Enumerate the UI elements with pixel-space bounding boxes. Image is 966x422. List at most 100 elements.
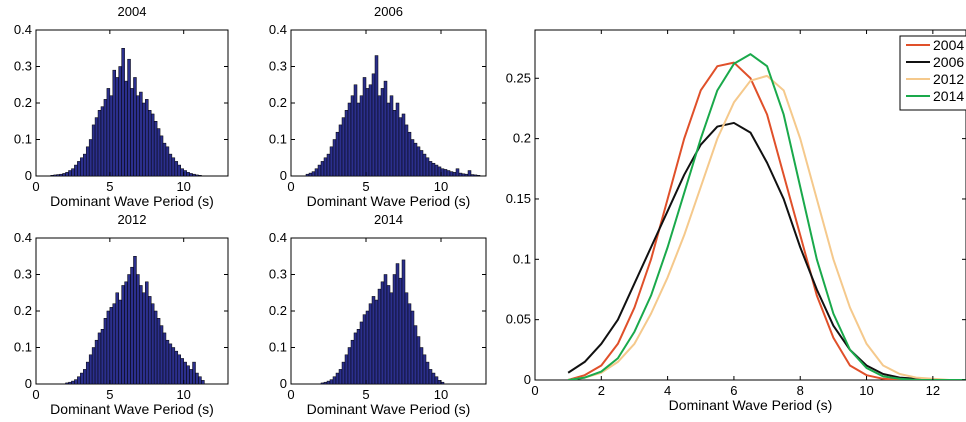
histogram-bar <box>410 139 415 176</box>
histogram-bar <box>139 91 143 176</box>
histogram-bar <box>109 307 114 384</box>
histogram-bar <box>168 343 173 384</box>
histogram-bar <box>416 146 421 176</box>
histogram-bar <box>329 379 334 384</box>
histogram-bar <box>386 102 391 176</box>
histogram-bar <box>77 161 81 176</box>
histogram-bar <box>88 354 93 384</box>
x-tick-label: 0 <box>531 383 538 398</box>
x-tick-label: 5 <box>106 179 113 194</box>
histogram-bar <box>374 55 379 176</box>
x-tick-label: 0 <box>32 179 39 194</box>
histogram-bar <box>371 296 376 384</box>
legend-label-2006: 2006 <box>933 54 964 70</box>
histogram-bar <box>177 354 181 384</box>
y-tick-label: 0.25 <box>506 70 531 85</box>
histogram-bar <box>150 303 155 384</box>
histogram-bar <box>314 168 319 176</box>
y-tick-label: 0.05 <box>506 312 531 327</box>
y-tick-label: 0 <box>25 168 32 183</box>
histogram-bar <box>392 110 397 176</box>
series-line-2014 <box>568 53 966 380</box>
histogram-bar <box>115 77 119 176</box>
histogram-bar <box>416 336 421 384</box>
y-tick-label: 0.2 <box>269 95 287 110</box>
histogram-bar <box>383 274 388 384</box>
histogram-bar <box>156 318 161 384</box>
histogram-bar <box>186 172 190 176</box>
y-tick-label: 0.3 <box>14 59 32 74</box>
histogram-bar <box>165 339 170 384</box>
legend-label-2014: 2014 <box>933 88 964 104</box>
histogram-bar <box>347 347 352 384</box>
series-line-2012 <box>568 74 966 380</box>
histogram-bar <box>68 381 72 384</box>
histogram-bar <box>56 174 60 176</box>
histogram-bar <box>130 88 134 176</box>
y-tick-label: 0.4 <box>14 230 32 245</box>
legend-box <box>899 35 966 111</box>
histogram-bar <box>198 175 202 176</box>
histogram-bar <box>68 170 72 176</box>
histogram-bar <box>171 157 176 176</box>
histogram-bar <box>100 106 105 176</box>
chart-panel-3: 0 5 10 0 0.1 0.2 0.3 0.4 Dominant Wave Period (s… <box>269 212 487 417</box>
x-tick-label: 10 <box>434 179 448 194</box>
histogram-bar <box>118 299 122 384</box>
histogram-bar <box>344 354 349 384</box>
histogram-bar <box>359 95 364 176</box>
histogram-bar <box>171 347 176 384</box>
histogram-bar <box>97 332 102 384</box>
histogram-bar <box>317 164 322 176</box>
y-tick-label: 0.1 <box>14 340 32 355</box>
histogram-bar <box>127 58 131 176</box>
y-tick-label: 0.3 <box>269 59 287 74</box>
histogram-bar <box>50 175 54 176</box>
series-line-2004 <box>567 61 966 380</box>
x-tick-label: 0 <box>32 387 39 402</box>
chart-panel-1: 0 5 10 0 0.1 0.2 0.3 0.4 Dominant Wave Period (s… <box>269 4 487 209</box>
x-tick-label: 8 <box>797 383 804 398</box>
histogram-bar <box>368 84 373 176</box>
histogram-bar <box>350 95 355 176</box>
histogram-bar <box>353 332 358 384</box>
x-tick-label: 12 <box>926 383 940 398</box>
histogram-bar <box>124 80 128 176</box>
legend-label-2004: 2004 <box>933 37 964 53</box>
histogram-bar <box>85 146 90 176</box>
histogram-bar <box>377 95 382 176</box>
histogram-bar <box>109 95 114 176</box>
histogram-bar <box>192 361 196 384</box>
y-tick-label: 0.2 <box>513 131 531 146</box>
histogram-bar <box>124 281 128 384</box>
histogram-bar <box>407 131 412 176</box>
panel-title: 2014 <box>374 212 403 227</box>
histogram-bar <box>323 157 328 176</box>
histogram-bar <box>404 292 409 384</box>
panel-title: 2004 <box>118 4 147 19</box>
histogram-bar <box>118 66 122 176</box>
histogram-bar <box>365 310 370 384</box>
histogram-bar <box>404 124 409 176</box>
histogram-bar <box>311 171 316 176</box>
y-tick-label: 0.1 <box>269 132 287 147</box>
y-tick-label: 0.2 <box>14 95 32 110</box>
histogram-bar <box>305 173 310 176</box>
histogram-bar <box>395 102 400 176</box>
histogram-bar <box>356 102 361 176</box>
histogram-bar <box>332 376 337 384</box>
x-tick-label: 10 <box>859 383 873 398</box>
y-tick-label: 0.1 <box>513 251 531 266</box>
histogram-bar <box>133 256 137 384</box>
histogram-bar <box>174 161 179 176</box>
chart-panel-2: 0 5 10 0 0.1 0.2 0.3 0.4 Dominant Wave Period (s… <box>14 212 229 417</box>
histogram-bar <box>326 380 331 384</box>
histogram-bar <box>341 117 346 176</box>
histogram-bar <box>174 350 179 384</box>
histogram-bar <box>65 172 69 176</box>
histogram-bar <box>121 48 125 176</box>
y-tick-label: 0.15 <box>506 191 531 206</box>
histogram-bar <box>449 171 454 176</box>
plot-area <box>567 53 966 380</box>
